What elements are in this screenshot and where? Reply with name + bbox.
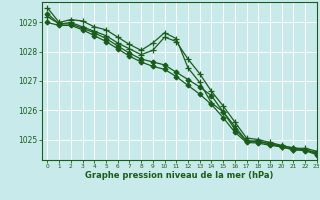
X-axis label: Graphe pression niveau de la mer (hPa): Graphe pression niveau de la mer (hPa)	[85, 171, 273, 180]
